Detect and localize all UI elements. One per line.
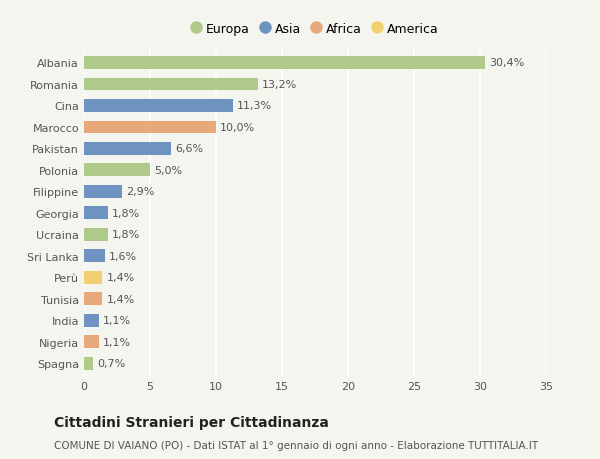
Text: 1,8%: 1,8% — [112, 230, 140, 240]
Bar — [84, 229, 108, 241]
Bar — [84, 336, 98, 348]
Text: 1,6%: 1,6% — [109, 252, 137, 261]
Text: 13,2%: 13,2% — [262, 80, 298, 90]
Text: 30,4%: 30,4% — [489, 58, 524, 68]
Legend: Europa, Asia, Africa, America: Europa, Asia, Africa, America — [188, 21, 442, 39]
Bar — [84, 250, 105, 263]
Text: 1,4%: 1,4% — [106, 273, 134, 283]
Bar — [84, 78, 258, 91]
Text: COMUNE DI VAIANO (PO) - Dati ISTAT al 1° gennaio di ogni anno - Elaborazione TUT: COMUNE DI VAIANO (PO) - Dati ISTAT al 1°… — [54, 440, 538, 450]
Bar — [84, 164, 150, 177]
Bar — [84, 143, 171, 156]
Bar — [84, 314, 98, 327]
Text: 2,9%: 2,9% — [126, 187, 155, 197]
Text: 6,6%: 6,6% — [175, 144, 203, 154]
Text: 1,4%: 1,4% — [106, 294, 134, 304]
Text: 0,7%: 0,7% — [97, 358, 125, 369]
Bar — [84, 121, 216, 134]
Bar — [84, 207, 108, 220]
Bar — [84, 271, 103, 284]
Bar — [84, 357, 93, 370]
Text: Cittadini Stranieri per Cittadinanza: Cittadini Stranieri per Cittadinanza — [54, 415, 329, 429]
Text: 10,0%: 10,0% — [220, 123, 255, 133]
Bar — [84, 57, 485, 70]
Bar — [84, 100, 233, 112]
Bar — [84, 185, 122, 198]
Text: 1,1%: 1,1% — [103, 337, 131, 347]
Bar — [84, 293, 103, 306]
Text: 1,1%: 1,1% — [103, 316, 131, 325]
Text: 1,8%: 1,8% — [112, 208, 140, 218]
Text: 5,0%: 5,0% — [154, 166, 182, 175]
Text: 11,3%: 11,3% — [237, 101, 272, 111]
